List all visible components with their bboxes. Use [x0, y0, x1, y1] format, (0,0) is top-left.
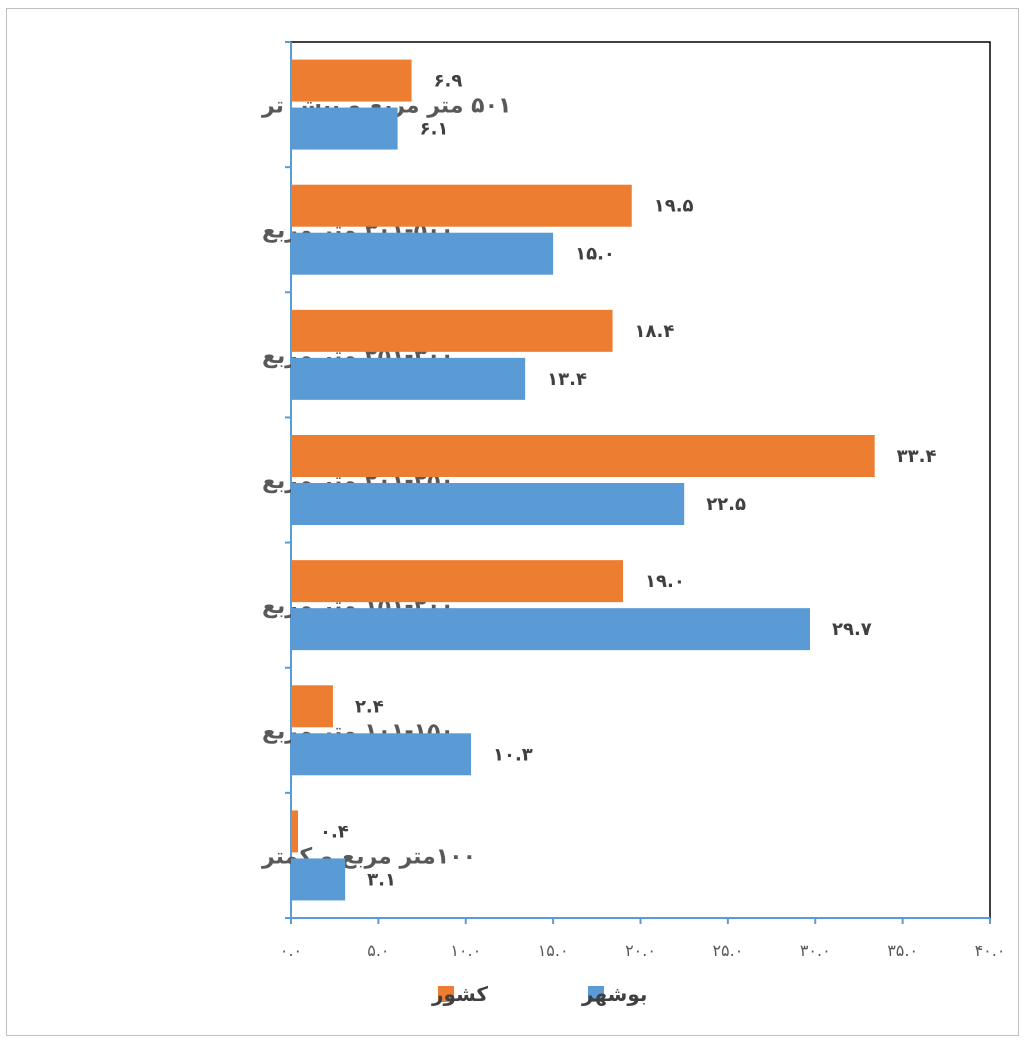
bar-keshvar	[291, 59, 412, 102]
bar-bushehr	[291, 107, 398, 150]
data-label: ۶.۹	[434, 71, 463, 92]
data-label: ۲.۴	[355, 696, 384, 717]
bar-bushehr	[291, 608, 811, 651]
x-tick-label: ۲۵.۰	[712, 941, 743, 960]
bar-keshvar	[291, 560, 624, 603]
x-tick-label: ۳۰.۰	[800, 941, 831, 960]
data-label: ۱۰.۳	[493, 744, 533, 765]
x-tick-label: ۳۵.۰	[887, 941, 918, 960]
legend-label-keshvar: کشور	[431, 982, 488, 1006]
x-tick-label: ۱۵.۰	[538, 941, 569, 960]
bar-bushehr	[291, 858, 346, 901]
x-tick-label: ۲۰.۰	[625, 941, 656, 960]
data-label: ۱۵.۰	[575, 244, 615, 265]
data-label: ۳.۱	[367, 869, 396, 890]
bar-keshvar	[291, 810, 298, 853]
x-tick-label: ۵.۰	[367, 941, 389, 960]
bar-bushehr	[291, 483, 685, 525]
data-label: ۲۹.۷	[832, 619, 872, 640]
legend-swatch-keshvar	[438, 986, 454, 1002]
x-tick-label: ۱۰.۰	[450, 941, 481, 960]
bar-bushehr	[291, 232, 554, 275]
data-label: ۳۳.۴	[897, 446, 937, 467]
data-label: ۲۲.۵	[706, 494, 746, 515]
data-label: ۶.۱	[420, 119, 449, 140]
data-label: ۱۳.۴	[547, 369, 587, 390]
bar-keshvar	[291, 685, 333, 728]
data-label: ۱۹.۵	[654, 196, 694, 217]
data-label: ۱۹.۰	[645, 571, 685, 592]
data-label: ۰.۴	[320, 821, 349, 842]
bar-bushehr	[291, 733, 471, 776]
chart-frame	[6, 8, 1019, 1036]
bar-keshvar	[291, 435, 875, 477]
data-label: ۱۸.۴	[635, 321, 675, 342]
bar-keshvar	[291, 184, 632, 227]
bar-bushehr	[291, 357, 526, 400]
bar-keshvar	[291, 309, 613, 352]
legend-label-bushehr: بوشهر	[581, 982, 647, 1006]
x-tick-label: ۴۰.۰	[975, 941, 1006, 960]
legend-swatch-bushehr	[588, 986, 604, 1002]
x-tick-label: ۰.۰	[280, 941, 302, 960]
